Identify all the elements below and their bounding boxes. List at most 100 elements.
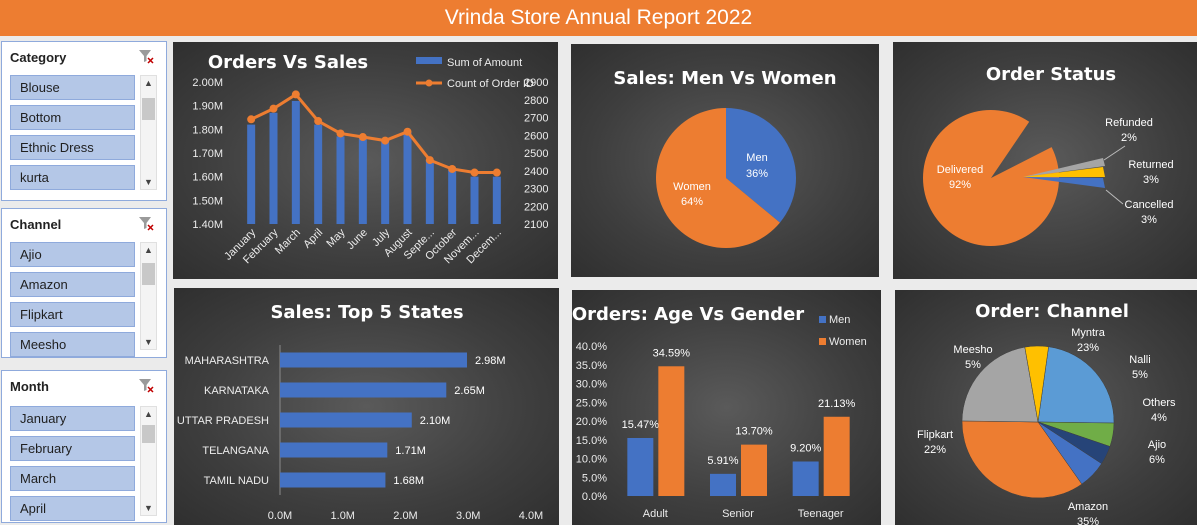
channel-slicer-title: Channel (10, 217, 62, 232)
category-slicer[interactable]: Category Blouse Bottom Ethnic Dress kurt… (1, 41, 167, 201)
scroll-up-icon[interactable]: ▲ (144, 409, 153, 419)
scroll-thumb[interactable] (142, 425, 155, 443)
bar-january (247, 124, 256, 224)
y-tick-label: 1.40M (192, 219, 223, 231)
legend-swatch-women (819, 338, 826, 345)
slice-value-flipkart: 22% (924, 444, 946, 456)
slicer-item-bottom[interactable]: Bottom (10, 105, 135, 130)
clear-filter-icon[interactable] (138, 377, 154, 393)
channel-scrollbar[interactable]: ▲ ▼ (140, 242, 157, 350)
line-point-decem (492, 168, 501, 177)
slice-value-meesho: 5% (965, 359, 981, 371)
chart-title: Order Status (986, 64, 1116, 85)
x-tick-label: 4.0M (519, 510, 543, 522)
slicer-item-january[interactable]: January (10, 406, 135, 431)
month-slicer[interactable]: Month January February March April ▲ ▼ (1, 370, 167, 523)
clear-filter-icon[interactable] (138, 48, 154, 64)
slice-label-amazon: Amazon (1068, 501, 1108, 513)
scroll-down-icon[interactable]: ▼ (144, 503, 153, 513)
slicer-item-march[interactable]: March (10, 466, 135, 491)
age-vs-gender-panel: Orders: Age Vs Gender 0.0% 5.0% 10.0% 15.0% 2… (572, 290, 881, 525)
bar-senior-men (710, 473, 736, 496)
top-5-states-chart: Sales: Top 5 States MAHARASHTRA 2.98M KARNA… (177, 302, 543, 522)
channel-slicer[interactable]: Channel Ajio Amazon Flipkart Meesho ▲ ▼ (1, 208, 167, 358)
slice-label-women: Women (673, 181, 711, 193)
slicer-item-amazon[interactable]: Amazon (10, 272, 135, 297)
month-scrollbar[interactable]: ▲ ▼ (140, 406, 157, 516)
y-tick-label: 1.90M (192, 101, 223, 113)
pie-slice-returned (1023, 167, 1105, 177)
y-tick-label: 20.0% (576, 416, 607, 428)
category-label: TAMIL NADU (204, 475, 269, 487)
category-label: TELANGANA (202, 445, 269, 457)
data-label: 21.13% (818, 398, 856, 410)
clear-filter-icon[interactable] (138, 215, 154, 231)
slicer-item-february[interactable]: February (10, 436, 135, 461)
bar-july (381, 138, 390, 224)
bar-june (358, 138, 367, 224)
pie-slice-men (726, 108, 797, 223)
slicer-item-ethnic-dress[interactable]: Ethnic Dress (10, 135, 135, 160)
bar-telangana (280, 442, 388, 458)
y2-tick-label: 2600 (524, 130, 548, 142)
pie-slice-cancelled (1023, 177, 1105, 188)
order-channel-panel: Order: Channel Myntra 23% Nalli 5% Others 4% Aj… (895, 290, 1197, 525)
line-point-february (269, 104, 278, 113)
legend-label-amount: Sum of Amount (447, 57, 522, 69)
slice-value-others: 4% (1151, 412, 1167, 424)
y-tick-label: 2.00M (192, 77, 223, 89)
line-point-may (336, 129, 345, 138)
slice-value-ajio: 6% (1149, 454, 1165, 466)
scroll-down-icon[interactable]: ▼ (144, 337, 153, 347)
y2-tick-label: 2300 (524, 184, 548, 196)
scroll-down-icon[interactable]: ▼ (144, 177, 153, 187)
x-tick-label: May (324, 226, 348, 250)
slicer-item-ajio[interactable]: Ajio (10, 242, 135, 267)
leader-line-cancelled (1105, 189, 1124, 205)
slice-label-meesho: Meesho (953, 344, 992, 356)
scroll-thumb[interactable] (142, 263, 155, 285)
slicer-item-blouse[interactable]: Blouse (10, 75, 135, 100)
y-tick-label: 0.0% (582, 491, 607, 503)
slicer-item-flipkart[interactable]: Flipkart (10, 302, 135, 327)
y2-tick-label: 2700 (524, 113, 548, 125)
slicer-item-meesho[interactable]: Meesho (10, 332, 135, 357)
y-tick-label: 1.70M (192, 148, 223, 160)
scroll-up-icon[interactable]: ▲ (144, 245, 153, 255)
slice-value-amazon: 35% (1077, 516, 1099, 525)
slice-value-women: 64% (681, 196, 703, 208)
y-tick-label: 40.0% (576, 341, 607, 353)
slice-value-nalli: 5% (1132, 369, 1148, 381)
slicer-item-april[interactable]: April (10, 496, 135, 521)
x-tick-label: Adult (643, 508, 668, 520)
scroll-up-icon[interactable]: ▲ (144, 78, 153, 88)
slice-label-delivered: Delivered (937, 164, 983, 176)
y2-tick-label: 2400 (524, 166, 548, 178)
scroll-thumb[interactable] (142, 98, 155, 120)
order-status-chart: Order Status Delivered 92% Refunded 2% Return… (923, 64, 1174, 247)
data-label: 2.98M (475, 355, 506, 367)
bar-septe (425, 160, 434, 224)
bar-may (336, 136, 345, 224)
chart-title: Orders Vs Sales (208, 52, 368, 73)
orders-line (250, 92, 497, 175)
report-title: Vrinda Store Annual Report 2022 (0, 0, 1197, 36)
orders-vs-sales-chart: Orders Vs Sales 1.40M 1.50M 1.60M 1.70M 1.80M… (192, 52, 548, 266)
slicer-item-kurta[interactable]: kurta (10, 165, 135, 190)
y-tick-label: 1.60M (192, 172, 223, 184)
data-label: 1.71M (395, 445, 426, 457)
slice-value-myntra: 23% (1077, 342, 1099, 354)
x-tick-label: March (273, 227, 303, 257)
bar-uttar-pradesh (280, 412, 412, 428)
category-scrollbar[interactable]: ▲ ▼ (140, 75, 157, 190)
bar-adult-men (627, 437, 654, 496)
x-tick-label: Teenager (798, 508, 844, 520)
month-slicer-title: Month (10, 379, 49, 394)
chart-title: Sales: Men Vs Women (613, 68, 836, 89)
pie-slice-myntra (1037, 346, 1115, 424)
chart-title: Orders: Age Vs Gender (572, 304, 804, 325)
y2-tick-label: 2800 (524, 95, 548, 107)
line-point-july (381, 136, 390, 145)
category-label: KARNATAKA (204, 385, 270, 397)
bar-teenager-men (792, 461, 819, 496)
